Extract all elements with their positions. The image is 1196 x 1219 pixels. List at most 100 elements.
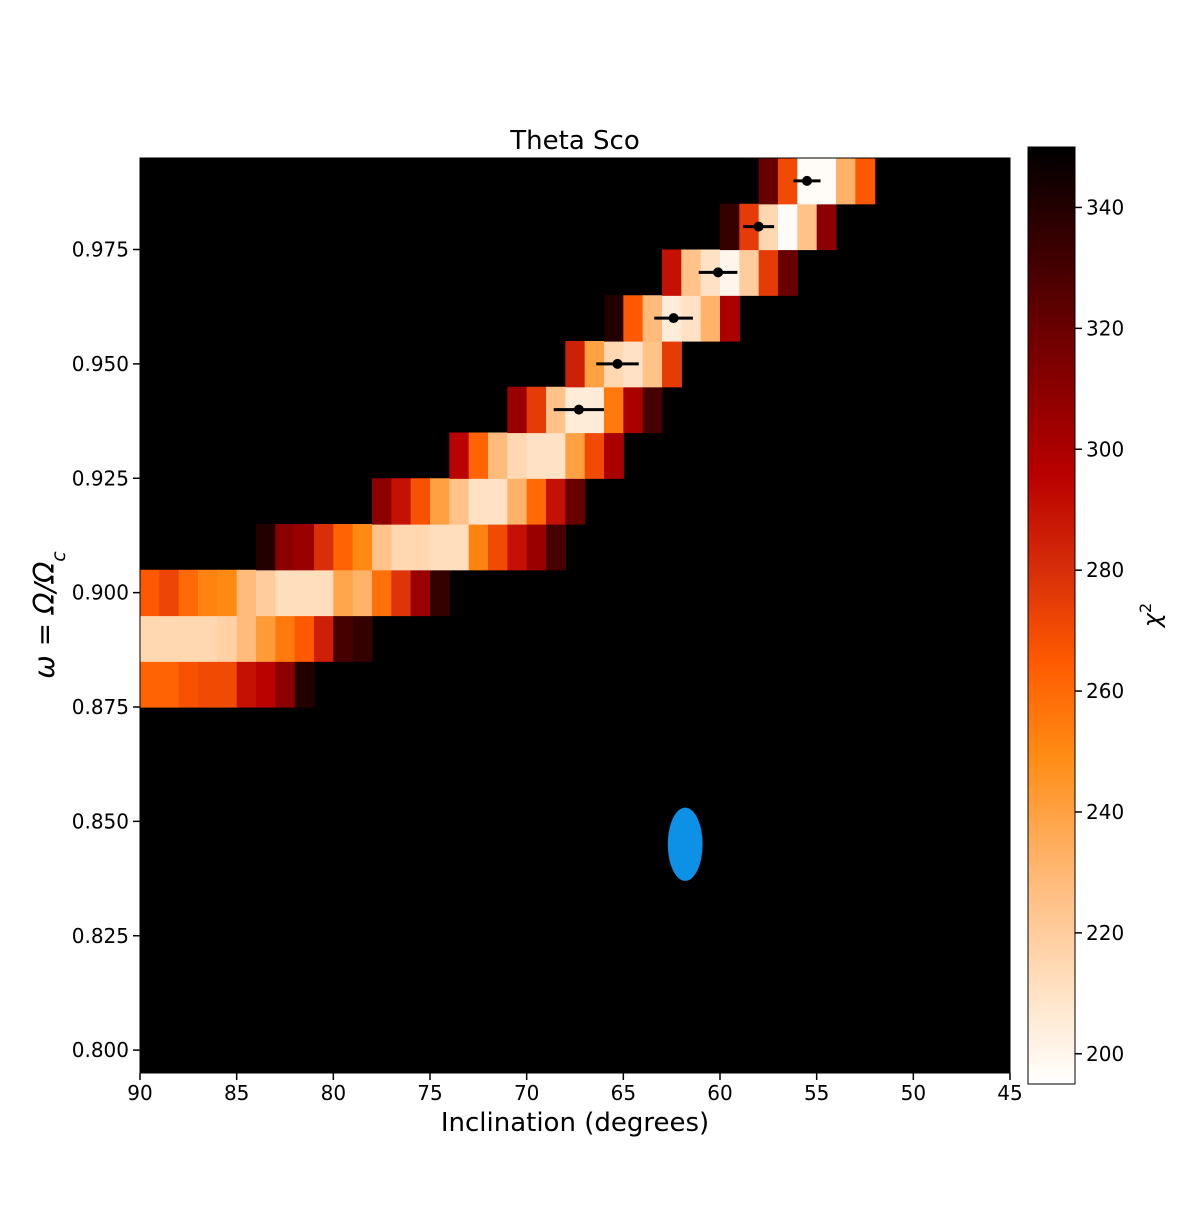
heatmap-cell [217, 615, 238, 662]
heatmap-cell [333, 524, 354, 571]
heatmap-cell [778, 203, 798, 251]
heatmap-cell [140, 661, 160, 708]
heatmap-cell [256, 524, 276, 571]
colorbar: 200 220 240 260 280 300 320 340 χ2 [1027, 146, 1167, 1085]
heatmap-cell [836, 158, 856, 205]
heatmap-cell [662, 341, 682, 388]
heatmap-cell [623, 386, 644, 434]
heatmap-cell [546, 432, 566, 479]
heatmap-cell [546, 524, 566, 571]
y-tick-label: 0.925 [72, 466, 129, 490]
heatmap-cell [507, 524, 528, 571]
x-axis-label: Inclination (degrees) [441, 1108, 709, 1138]
heatmap-cell [236, 569, 257, 617]
heatmap-cell [565, 432, 586, 479]
colorbar-tick-label: 260 [1086, 679, 1124, 703]
heatmap-cell [507, 478, 528, 525]
y-axis-label: ω = Ω/Ωc [28, 551, 70, 679]
heatmap-cell [546, 478, 566, 525]
x-tick-label: 55 [804, 1081, 829, 1105]
y-axis-label-main: ω = Ω/Ω [28, 561, 61, 679]
x-tick-label: 60 [707, 1081, 732, 1105]
heatmap-cell [256, 569, 276, 617]
heatmap-cell [430, 478, 450, 525]
heatmap-cell [275, 524, 296, 571]
heatmap-cell [410, 524, 431, 571]
heatmap-cell [333, 569, 354, 617]
y-tick-label: 0.900 [72, 581, 129, 605]
heatmap-cell [217, 661, 238, 708]
heatmap-cell [526, 386, 547, 434]
heatmap-cell [526, 524, 547, 571]
x-tick-label: 70 [514, 1081, 539, 1105]
heatmap-cell [430, 569, 450, 617]
heatmap-cell [256, 661, 276, 708]
heatmap-cell [758, 249, 779, 296]
y-axis-label-sub: c [48, 551, 70, 562]
y-tick-label: 0.850 [72, 809, 129, 833]
heatmap-cell [700, 295, 721, 342]
heatmap-cell [449, 432, 470, 479]
heatmap-cell [178, 569, 199, 617]
heatmap-cell [468, 478, 489, 525]
heatmap-cell [797, 203, 818, 251]
heatmap-cell [352, 615, 373, 662]
heatmap-cell [449, 524, 470, 571]
error-point [612, 358, 623, 369]
heatmap-cell [256, 615, 276, 662]
error-point [753, 221, 764, 232]
heatmap-cell [275, 569, 296, 617]
heatmap-cell [178, 661, 199, 708]
heatmap-cell [294, 661, 315, 708]
y-axis: 0.800 0.825 0.850 0.875 0.900 0.925 0.950 0.975 [72, 238, 140, 1062]
heatmap-cell [410, 478, 431, 525]
heatmap-cell [217, 569, 238, 617]
heatmap-cell [314, 615, 334, 662]
y-tick-label: 0.875 [72, 695, 129, 719]
chart-title: Theta Sco [509, 126, 639, 156]
heatmap-cell [449, 478, 470, 525]
heatmap-cell [391, 478, 412, 525]
x-tick-label: 85 [224, 1081, 249, 1105]
heatmap-cell [778, 158, 798, 205]
error-points [553, 175, 821, 415]
heatmap-cell [236, 661, 257, 708]
heatmap-cell [662, 249, 682, 296]
heatmap-cell [468, 524, 489, 571]
colorbar-tick-label: 280 [1086, 558, 1124, 582]
heatmap-cell [314, 524, 334, 571]
heatmap-cell [816, 158, 837, 205]
colorbar-tick-label: 340 [1086, 195, 1124, 219]
colorbar-ticks: 200 220 240 260 280 300 320 340 [1075, 195, 1124, 1066]
heatmap-cell [720, 203, 740, 251]
colorbar-gradient [1027, 146, 1076, 1085]
heatmap-cell [159, 661, 180, 708]
error-point [668, 313, 679, 324]
colorbar-tick-label: 320 [1086, 316, 1124, 340]
heatmap-cell [681, 249, 702, 296]
heatmap-cell [526, 478, 547, 525]
heatmap-cell [391, 569, 412, 617]
heatmap-cell [488, 432, 508, 479]
heatmap-cell [198, 569, 218, 617]
y-tick-label: 0.825 [72, 924, 129, 948]
marker-ellipse [667, 807, 703, 881]
error-point [713, 267, 724, 278]
heatmap-cell [236, 615, 257, 662]
heatmap-cell [642, 341, 663, 388]
x-tick-label: 50 [901, 1081, 926, 1105]
heatmap-cell [314, 569, 334, 617]
heatmap-cell [604, 432, 624, 479]
heatmap-cell [526, 432, 547, 479]
heatmap-cell [720, 295, 740, 342]
error-point [573, 404, 584, 415]
colorbar-label: χ2 [1136, 603, 1167, 629]
y-tick-label: 0.950 [72, 352, 129, 376]
x-axis: 90 85 80 75 70 65 60 55 50 45 [127, 1073, 1023, 1105]
heatmap-cell [565, 478, 586, 525]
heatmap-cell [507, 432, 528, 479]
colorbar-tick-label: 240 [1086, 800, 1124, 824]
heatmap-cell [372, 524, 392, 571]
heatmap-cell [352, 524, 373, 571]
